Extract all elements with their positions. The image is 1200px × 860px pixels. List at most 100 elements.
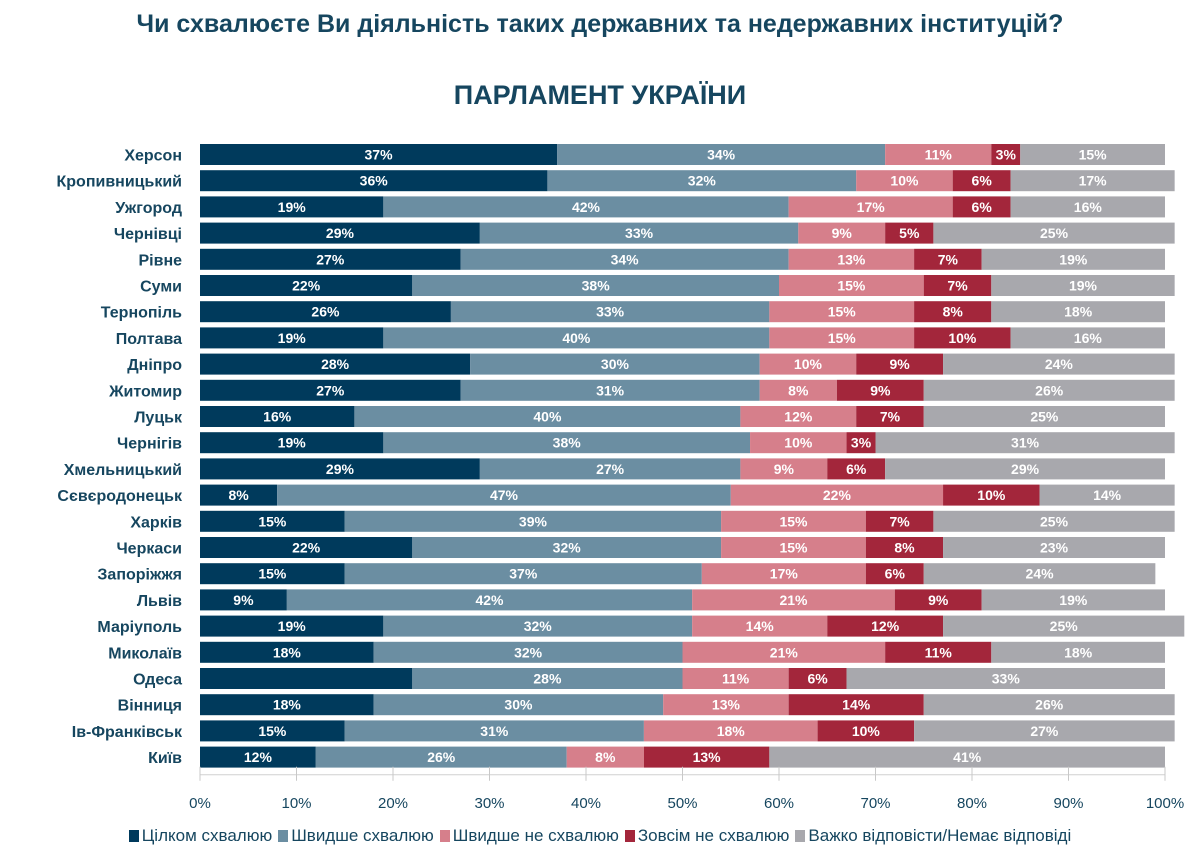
- bar-segment: [701, 563, 866, 585]
- bar-segment: [933, 510, 1175, 532]
- bar-segment: [885, 458, 1165, 480]
- bar-segment: [412, 668, 683, 689]
- data-label: 15%: [779, 540, 808, 556]
- category-label: Вінниця: [118, 698, 182, 715]
- category-label: Запоріжжя: [97, 567, 182, 584]
- data-label: 3%: [851, 435, 872, 451]
- category-label: Житомир: [108, 383, 182, 400]
- bar-segment: [200, 510, 345, 532]
- data-label: 5%: [899, 225, 920, 241]
- x-tick-label: 90%: [1053, 795, 1083, 812]
- bar-segment: [383, 432, 751, 454]
- bar-segment: [885, 641, 992, 663]
- x-tick-label: 100%: [1146, 795, 1184, 812]
- category-label: Чернівці: [114, 226, 182, 243]
- data-label: 13%: [712, 697, 741, 713]
- data-label: 11%: [925, 147, 953, 163]
- data-label: 33%: [992, 671, 1021, 687]
- bar-segment: [730, 484, 944, 506]
- bar-segment: [943, 353, 1175, 375]
- bar-segment: [943, 537, 1165, 558]
- bar-segment: [412, 537, 722, 558]
- bar-segment: [836, 379, 924, 401]
- category-label: Кропивницький: [57, 174, 183, 191]
- legend-swatch: [795, 830, 806, 842]
- data-label: 31%: [596, 382, 625, 398]
- bar-segment: [200, 144, 558, 165]
- data-label: 26%: [311, 304, 340, 320]
- data-label: 8%: [943, 304, 964, 320]
- bar-segment: [981, 248, 1165, 270]
- bar-segment: [740, 458, 828, 480]
- data-label: 31%: [480, 723, 509, 739]
- bar-segment: [277, 484, 731, 506]
- data-label: 9%: [832, 225, 853, 241]
- bar-segment: [721, 537, 866, 558]
- data-label: 17%: [1079, 173, 1108, 189]
- bar-segment: [885, 222, 934, 244]
- data-label: 41%: [953, 749, 982, 765]
- legend-swatch: [128, 830, 139, 842]
- data-label: 40%: [562, 330, 591, 346]
- bar-segment: [200, 248, 461, 270]
- data-label: 34%: [611, 251, 640, 267]
- data-label: 14%: [1093, 487, 1122, 503]
- category-label: Одеса: [133, 672, 182, 689]
- data-label: 11%: [722, 671, 750, 687]
- data-label: 22%: [292, 278, 321, 294]
- bar-segment: [200, 746, 316, 768]
- bar-segment: [1020, 144, 1165, 165]
- data-label: 15%: [258, 723, 287, 739]
- category-label: Черкаси: [116, 541, 182, 558]
- data-label: 23%: [1040, 540, 1069, 556]
- bar-segment: [759, 353, 857, 375]
- legend-item: Цілком схвалюю: [128, 826, 273, 846]
- data-label: 16%: [1074, 199, 1103, 215]
- bar-segment: [557, 144, 886, 165]
- data-label: 9%: [233, 592, 254, 608]
- bar-segment: [856, 353, 944, 375]
- data-label: 39%: [519, 513, 548, 529]
- data-label: 33%: [596, 304, 625, 320]
- bar-segment: [788, 694, 924, 716]
- category-label: Львів: [137, 593, 182, 610]
- bar-segment: [200, 641, 374, 663]
- bar-segment: [663, 694, 789, 716]
- legend-label: Цілком схвалюю: [141, 826, 273, 845]
- bar-segment: [914, 248, 982, 270]
- data-label: 7%: [890, 513, 911, 529]
- legend-item: Швидше схвалюю: [278, 826, 434, 846]
- bar-segment: [991, 301, 1165, 323]
- bar-segment: [740, 406, 857, 427]
- bar-segment: [692, 615, 828, 637]
- bar-segment: [1010, 327, 1165, 349]
- data-label: 32%: [524, 618, 553, 634]
- bar-segment: [479, 458, 741, 480]
- bar-segment: [943, 615, 1185, 637]
- bar-segment: [200, 668, 413, 689]
- bar-segment: [200, 196, 384, 218]
- category-label: Харків: [130, 514, 182, 531]
- data-label: 19%: [1069, 278, 1098, 294]
- legend-label: Швидше не схвалюю: [452, 826, 619, 845]
- bar-segment: [981, 589, 1165, 611]
- data-label: 29%: [326, 461, 355, 477]
- bar-segment: [412, 275, 779, 296]
- category-label: Херсон: [124, 148, 182, 165]
- data-label: 18%: [1064, 304, 1093, 320]
- data-label: 6%: [972, 199, 993, 215]
- data-label: 37%: [509, 566, 538, 582]
- category-label: Полтава: [116, 331, 182, 348]
- bar-segment: [856, 170, 953, 192]
- data-label: 32%: [688, 173, 717, 189]
- bar-segment: [479, 222, 799, 244]
- data-label: 40%: [533, 409, 562, 425]
- data-label: 29%: [1011, 461, 1040, 477]
- x-tick-label: 40%: [571, 795, 601, 812]
- bar-segment: [952, 170, 1011, 192]
- bar-segment: [788, 668, 847, 689]
- bar-segment: [692, 589, 895, 611]
- category-label: Ужгород: [115, 200, 182, 217]
- category-label: Дніпро: [127, 357, 182, 374]
- x-tick-label: 10%: [281, 795, 311, 812]
